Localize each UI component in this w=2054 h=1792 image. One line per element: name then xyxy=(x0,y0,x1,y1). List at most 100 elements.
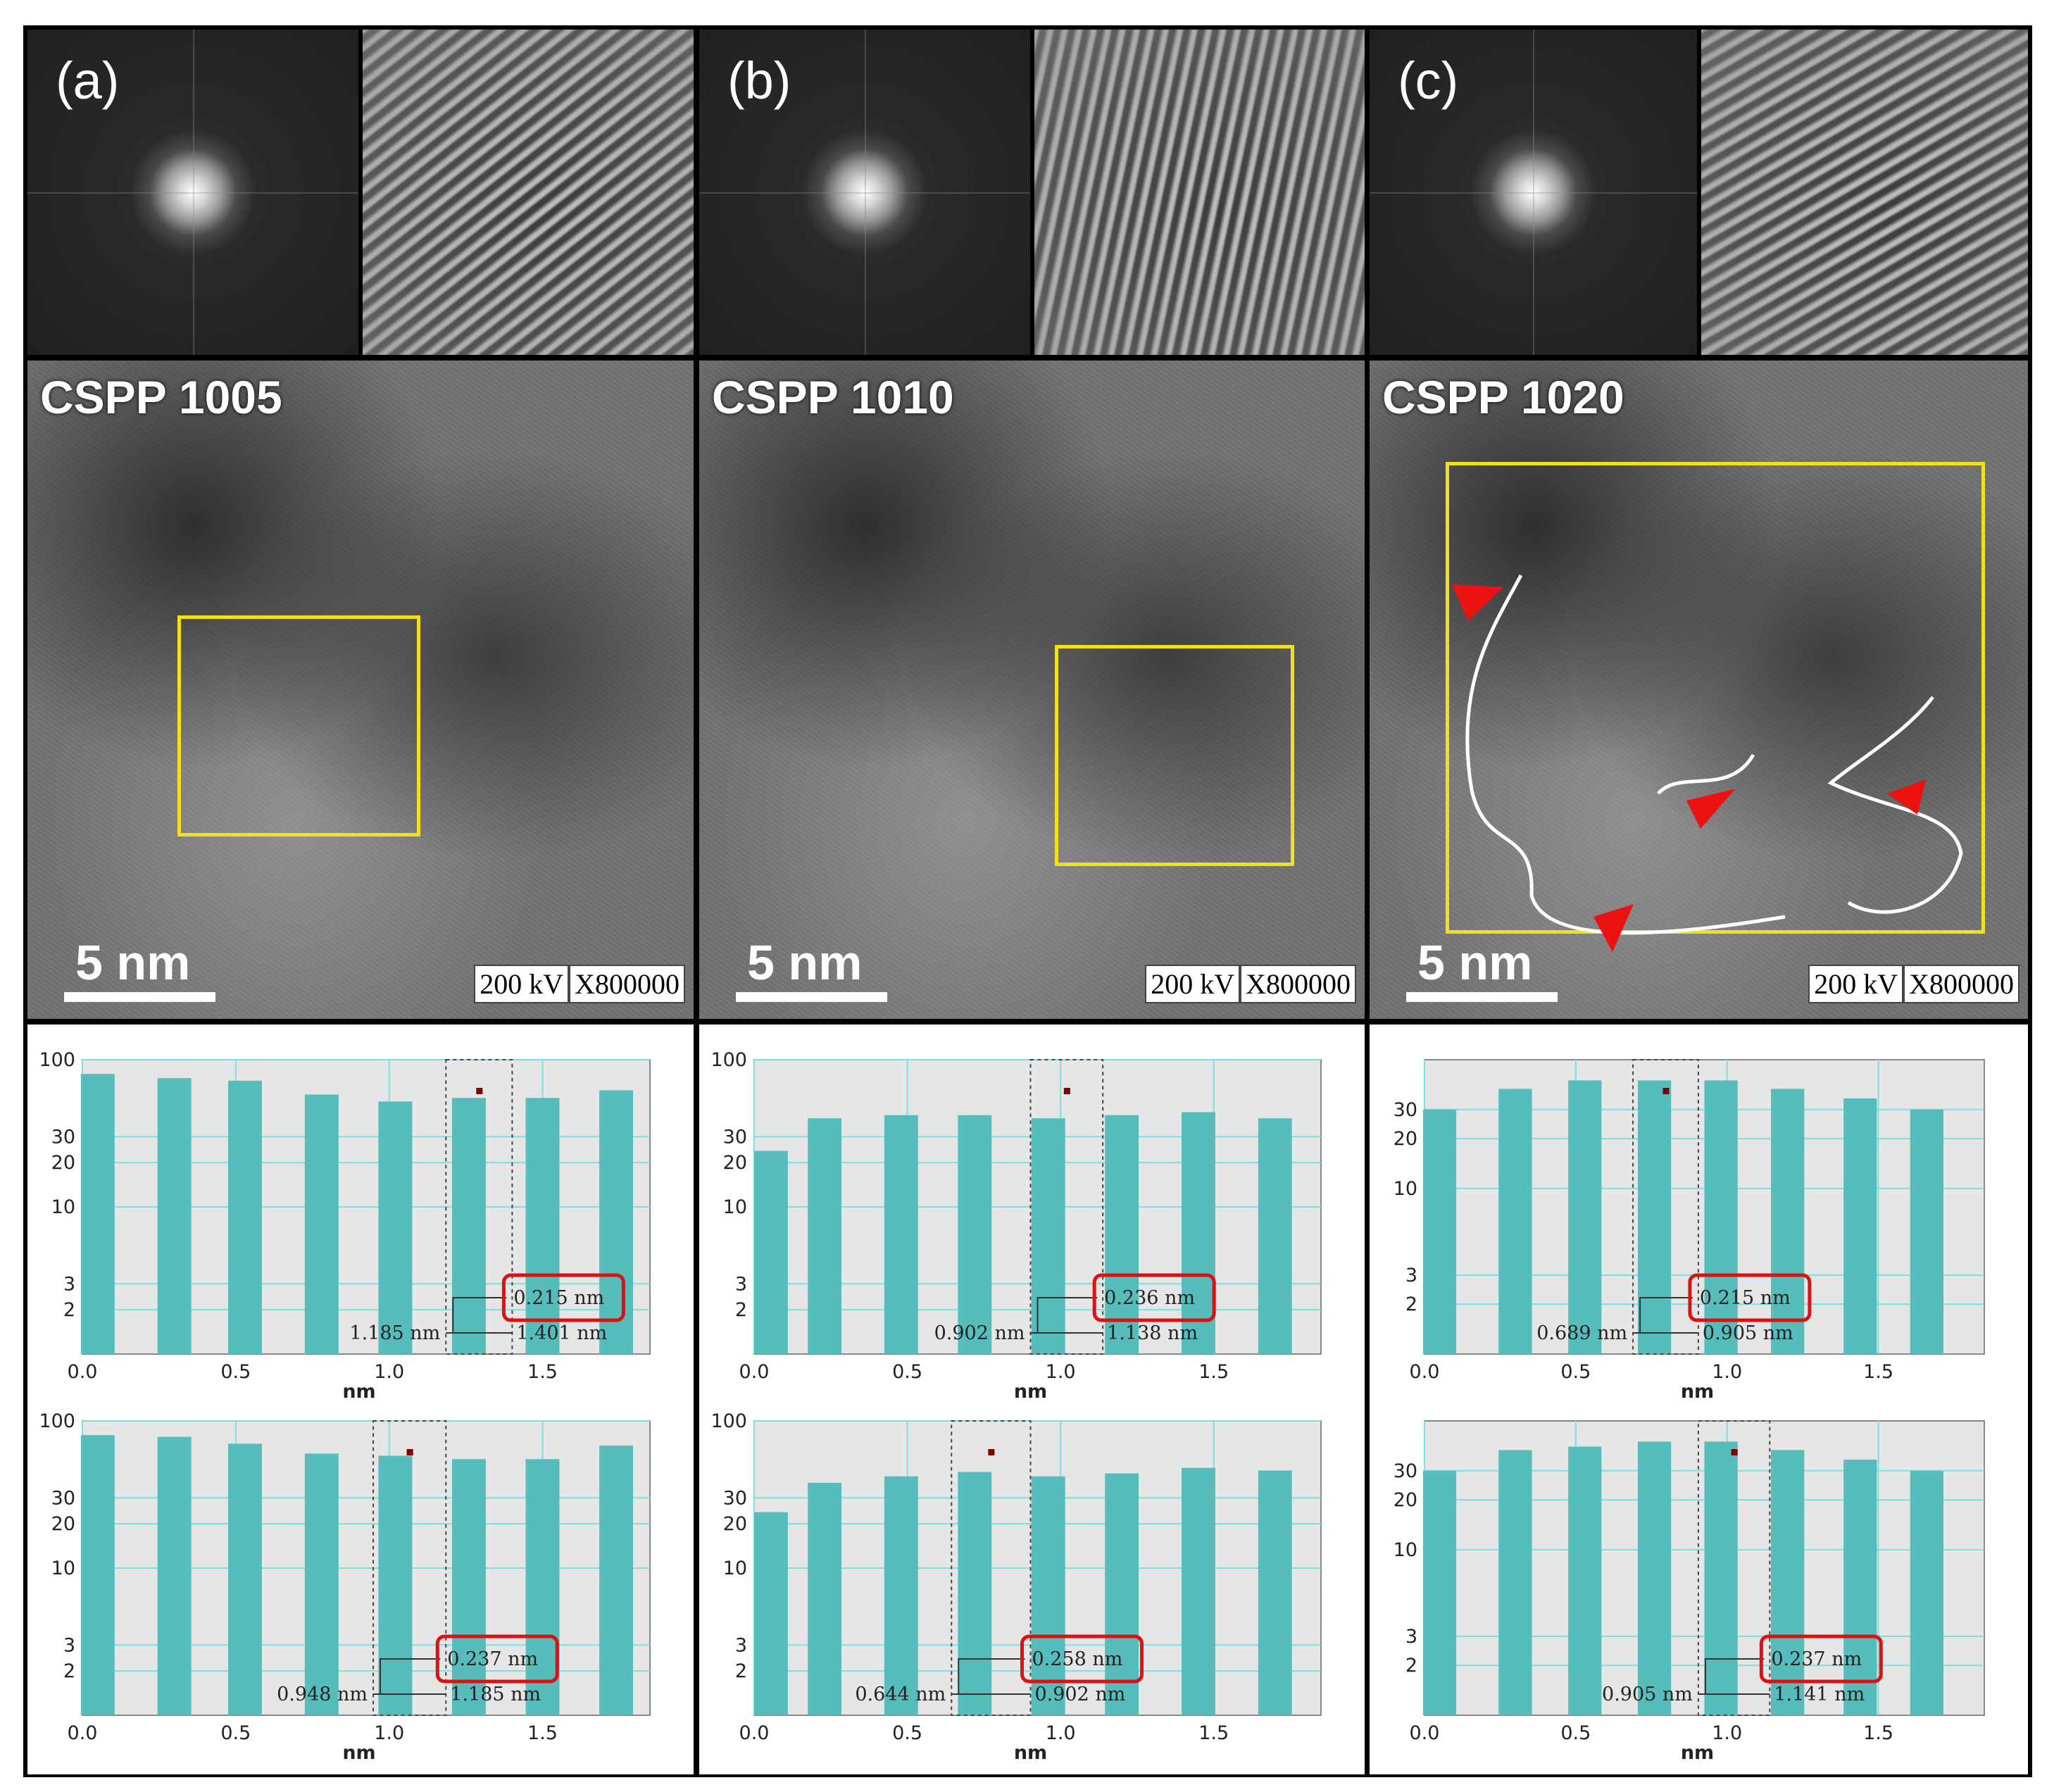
red-arrowhead-marker xyxy=(1593,904,1634,952)
measurement-bracket xyxy=(1704,1658,1765,1694)
profile-bar xyxy=(1182,1467,1215,1715)
measurement-bracket xyxy=(1639,1297,1693,1333)
x-axis-label: nm xyxy=(1014,1381,1047,1403)
line-profile-plots: 100 30 20 10 3 2 0.0 0.5 1.0 1.5 0.902 nm 1.138 nm 0… xyxy=(710,1049,1322,1764)
red-arrowhead-marker xyxy=(1452,584,1503,621)
fft-pattern-image: (b) xyxy=(699,30,1030,355)
line-profile-plots: 30 20 10 3 2 0.0 0.5 1.0 1.5 0.689 nm 0.905 nm 0.21… xyxy=(1394,1059,1985,1764)
cursor-left-label: 0.948 nm xyxy=(277,1684,368,1705)
x-tick-label: 1.0 xyxy=(1046,1361,1076,1383)
profile-bar xyxy=(1031,1118,1065,1354)
x-tick-label: 1.5 xyxy=(1198,1361,1229,1383)
scale-bar-label: 5 nm xyxy=(747,935,863,990)
x-tick-label: 0.5 xyxy=(892,1361,922,1383)
fft-pattern-image: (a) xyxy=(27,30,358,355)
line-profile-panel: 30 20 10 3 2 0.0 0.5 1.0 1.5 0.689 nm 0.905 nm 0.21… xyxy=(1370,1025,2028,1774)
profile-bar xyxy=(884,1476,918,1715)
y-tick-label: 10 xyxy=(1394,1539,1417,1561)
x-tick-label: 1.0 xyxy=(1046,1722,1076,1744)
profile-bar xyxy=(451,1098,486,1354)
measurement-highlight-box xyxy=(1688,1273,1812,1322)
voltage-label: 200 kV xyxy=(1145,965,1241,1003)
x-tick-label: 0.5 xyxy=(1560,1361,1591,1383)
y-tick-label: 30 xyxy=(51,1487,75,1509)
profile-bar xyxy=(1498,1089,1532,1354)
profile-bar xyxy=(1843,1098,1877,1354)
y-tick-label: 20 xyxy=(51,1513,75,1535)
selection-window xyxy=(372,1420,447,1716)
profile-bar xyxy=(1568,1080,1602,1354)
magnification-label: X800000 xyxy=(1240,965,1356,1003)
profile-plot-1: 30 20 10 3 2 0.0 0.5 1.0 1.5 0.689 nm 0.905 nm 0.21… xyxy=(1394,1059,1985,1403)
x-tick-label: 1.0 xyxy=(1712,1361,1742,1383)
profile-bar xyxy=(1105,1473,1139,1715)
y-tick-label: 30 xyxy=(1394,1099,1417,1121)
magnification-label: X800000 xyxy=(569,965,685,1003)
y-tick-label: 20 xyxy=(1394,1489,1417,1511)
profile-bar xyxy=(304,1453,339,1715)
profile-bar xyxy=(227,1080,262,1354)
fft-pattern-image: (c) xyxy=(1370,30,1697,355)
x-tick-label: 0.5 xyxy=(220,1722,251,1744)
selection-window xyxy=(1632,1059,1699,1355)
x-tick-label: 1.0 xyxy=(1712,1722,1742,1744)
x-axis-label: nm xyxy=(1014,1742,1047,1764)
profile-bar xyxy=(1422,1470,1457,1715)
profile-bar xyxy=(1910,1109,1943,1354)
x-tick-label: 1.5 xyxy=(1863,1722,1893,1744)
profile-bar xyxy=(808,1482,842,1715)
red-arrowhead-marker xyxy=(1686,789,1736,829)
inverse-fft-fringe-image xyxy=(1034,30,1365,355)
profile-bar xyxy=(1568,1446,1602,1715)
measurement-highlight-box xyxy=(501,1273,625,1322)
x-axis-label: nm xyxy=(342,1742,375,1764)
panel-column-1: (b) CSPP 1010 5 nm 200 kV X800000 100 30 20 10 3 2… xyxy=(699,30,1365,1774)
cursor-left-label: 0.905 nm xyxy=(1602,1684,1693,1705)
y-tick-label: 2 xyxy=(735,1660,747,1682)
sample-label: CSPP 1005 xyxy=(40,371,282,423)
profile-bar xyxy=(1637,1441,1672,1715)
y-tick-label: 3 xyxy=(735,1273,747,1295)
cursor-marker xyxy=(476,1088,483,1094)
y-tick-label: 100 xyxy=(710,1410,747,1432)
profile-bar xyxy=(451,1459,486,1715)
profile-bar xyxy=(378,1455,413,1715)
profile-bar xyxy=(1258,1118,1292,1354)
scale-bar-label: 5 nm xyxy=(1417,935,1533,990)
x-tick-label: 0.0 xyxy=(68,1722,98,1744)
profile-bar xyxy=(754,1151,788,1354)
line-profile-panel: 100 30 20 10 3 2 0.0 0.5 1.0 1.5 0.902 nm 1.138 nm 0… xyxy=(699,1025,1365,1774)
y-tick-label: 10 xyxy=(723,1196,747,1218)
fringe-fade-overlay xyxy=(1701,30,2028,355)
profile-bar xyxy=(525,1098,560,1354)
x-tick-label: 1.5 xyxy=(527,1722,558,1744)
selection-window xyxy=(951,1420,1032,1716)
cursor-left-label: 0.644 nm xyxy=(855,1684,946,1705)
panel-letter: (b) xyxy=(727,51,791,110)
profile-bar xyxy=(1422,1109,1457,1354)
cursor-marker xyxy=(1662,1088,1670,1094)
region-of-interest-box xyxy=(1446,462,1985,934)
x-tick-label: 1.0 xyxy=(374,1361,404,1383)
profile-plot-2: 100 30 20 10 3 2 0.0 0.5 1.0 1.5 0.948 nm 1.185 nm 0… xyxy=(39,1410,651,1764)
grain-boundary-overlay xyxy=(1452,574,1963,952)
cursor-marker xyxy=(988,1449,995,1455)
profile-bar xyxy=(80,1435,115,1715)
fft-cross-line xyxy=(1533,30,1535,355)
fft-cross-line xyxy=(864,30,866,355)
red-arrowhead-marker xyxy=(1887,779,1926,815)
spacing-measurement-label: 0.215 nm xyxy=(513,1287,604,1309)
acquisition-info: 200 kV X800000 xyxy=(1145,965,1356,1003)
profile-bar xyxy=(227,1443,262,1715)
profile-bar xyxy=(157,1436,192,1715)
fft-cross-line xyxy=(1370,192,1697,194)
profile-plot-1: 100 30 20 10 3 2 0.0 0.5 1.0 1.5 1.185 nm 1.401 nm 0… xyxy=(39,1049,651,1403)
fft-cross-line xyxy=(27,192,358,194)
scale-bar xyxy=(736,992,887,1002)
panel-column-0: (a) CSPP 1005 5 nm 200 kV X800000 100 30 20 10 3 2… xyxy=(27,30,694,1774)
x-tick-label: 0.0 xyxy=(739,1361,770,1383)
profile-bar xyxy=(884,1115,918,1354)
y-tick-label: 10 xyxy=(51,1196,75,1218)
x-tick-label: 0.0 xyxy=(1410,1722,1440,1744)
y-tick-label: 2 xyxy=(1405,1655,1417,1677)
